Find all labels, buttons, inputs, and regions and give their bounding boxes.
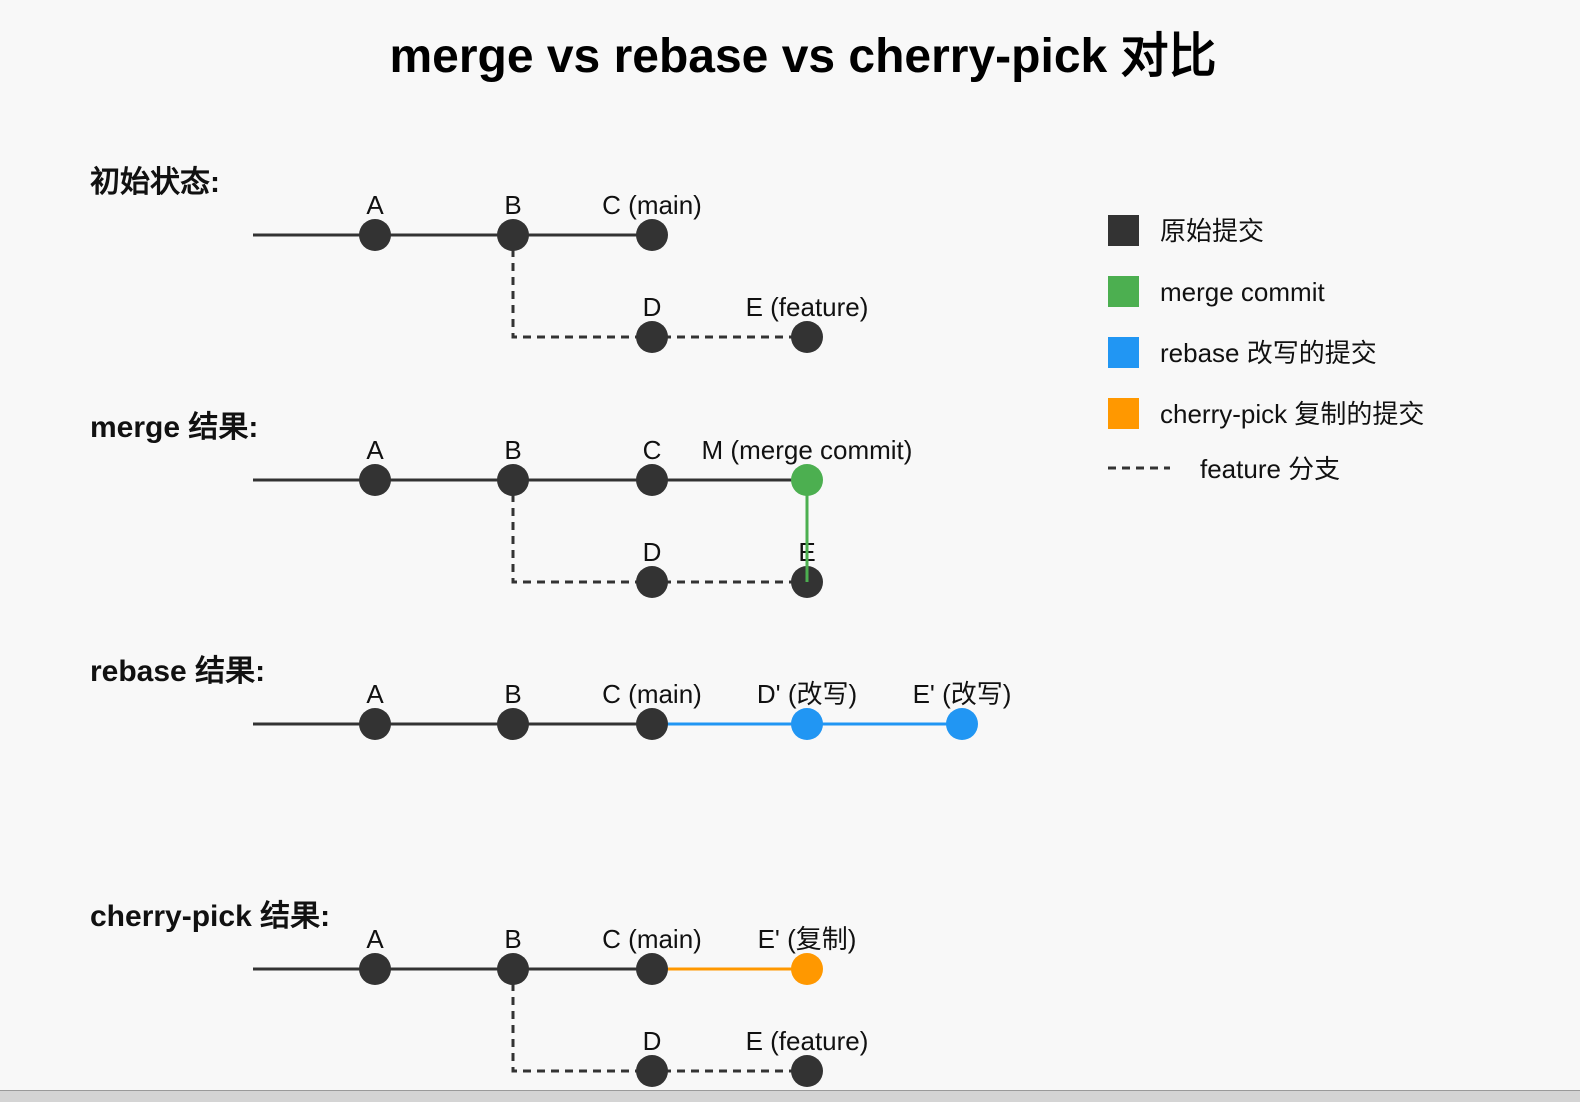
commit-node-A (359, 219, 391, 251)
legend-swatch-cherry (1108, 398, 1139, 429)
commit-label: B (504, 190, 521, 220)
section-title: 初始状态: (90, 166, 220, 199)
commit-label: E' (改写) (913, 679, 1012, 709)
commit-node-D (636, 321, 668, 353)
section-3: cherry-pick 结果: A B C (main) E' (复制) D E (feat… (90, 900, 868, 1087)
commit-node-D2 (791, 708, 823, 740)
legend-label: feature 分支 (1200, 454, 1340, 484)
commit-node-A (359, 464, 391, 496)
commit-label: D' (改写) (757, 679, 857, 709)
commit-node-E (791, 321, 823, 353)
commit-label: D (643, 292, 662, 322)
commit-node-A (359, 708, 391, 740)
section-title: merge 结果: (90, 411, 258, 444)
legend-label: rebase 改写的提交 (1160, 338, 1377, 368)
commit-label: A (366, 190, 384, 220)
commit-node-C (636, 708, 668, 740)
commit-node-M (791, 464, 823, 496)
commit-node-B (497, 219, 529, 251)
legend-swatch-rebase (1108, 337, 1139, 368)
commit-label: E (feature) (746, 1026, 869, 1056)
commit-node-D (636, 566, 668, 598)
commit-label: A (366, 435, 384, 465)
commit-label: B (504, 924, 521, 954)
legend-swatch-original (1108, 215, 1139, 246)
feature-branch-line (511, 480, 807, 584)
feature-branch-line (511, 235, 807, 339)
diagram-title: merge vs rebase vs cherry-pick 对比 (389, 30, 1216, 83)
commit-label: M (merge commit) (702, 435, 913, 465)
section-2: rebase 结果: A B C (main) D' (改写) E' (改写) (90, 655, 1011, 740)
section-title: rebase 结果: (90, 655, 265, 688)
commit-label: E (feature) (746, 292, 869, 322)
commit-node-B (497, 953, 529, 985)
commit-label: C (main) (602, 190, 702, 220)
commit-label: C (643, 435, 662, 465)
commit-node-C (636, 953, 668, 985)
commit-label: E' (复制) (758, 924, 857, 954)
legend-label: cherry-pick 复制的提交 (1160, 399, 1424, 429)
commit-label: A (366, 679, 384, 709)
legend: 原始提交 merge commit rebase 改写的提交 cherry-pick … (1108, 215, 1424, 484)
commit-label: B (504, 679, 521, 709)
commit-node-D (636, 1055, 668, 1087)
commit-node-C (636, 219, 668, 251)
commit-label: C (main) (602, 924, 702, 954)
window-bottom-edge (0, 1090, 1580, 1102)
commit-node-B (497, 464, 529, 496)
section-title: cherry-pick 结果: (90, 900, 330, 933)
legend-label: merge commit (1160, 277, 1325, 307)
commit-node-E2 (791, 953, 823, 985)
legend-label: 原始提交 (1160, 216, 1264, 246)
feature-branch-line (511, 969, 807, 1073)
commit-label: C (main) (602, 679, 702, 709)
sections-group: 初始状态: A B C (main) D E (feature) merge 结果: A B C M… (90, 166, 1011, 1087)
legend-swatch-merge (1108, 276, 1139, 307)
commit-node-C (636, 464, 668, 496)
commit-label: A (366, 924, 384, 954)
commit-label: D (643, 1026, 662, 1056)
commit-label: D (643, 537, 662, 567)
commit-node-E (791, 1055, 823, 1087)
commit-node-A (359, 953, 391, 985)
commit-label: B (504, 435, 521, 465)
commit-node-E2 (946, 708, 978, 740)
section-0: 初始状态: A B C (main) D E (feature) (90, 166, 868, 353)
commit-node-B (497, 708, 529, 740)
